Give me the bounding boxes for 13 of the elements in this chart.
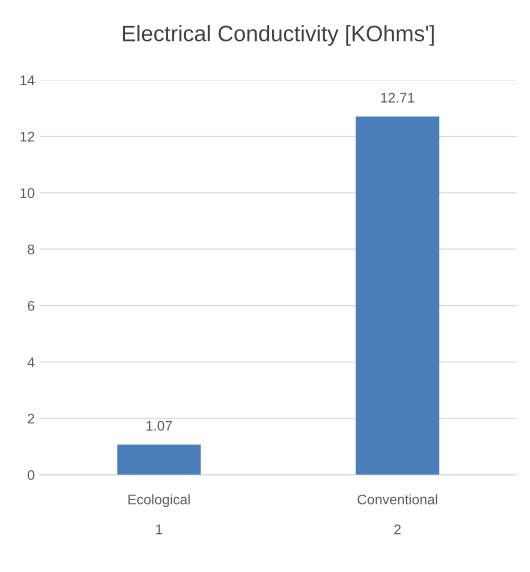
category-label: Ecological 1 [128, 494, 190, 534]
y-tick-label: 0 [28, 470, 34, 480]
y-tick-label: 14 [20, 76, 34, 86]
y-tick-label: 12 [20, 132, 34, 142]
chart-title: Electrical Conductivity [KOhms'] [122, 25, 434, 46]
data-label: 12.71 [381, 92, 414, 102]
y-tick-label: 8 [28, 244, 34, 254]
y-tick-label: 10 [20, 188, 34, 198]
y-tick-label: 6 [28, 300, 34, 311]
data-label: 1.07 [146, 420, 172, 431]
category-label: Conventional 2 [358, 494, 438, 534]
y-tick-label: 4 [27, 357, 34, 368]
y-tick-label: 2 [28, 414, 34, 424]
